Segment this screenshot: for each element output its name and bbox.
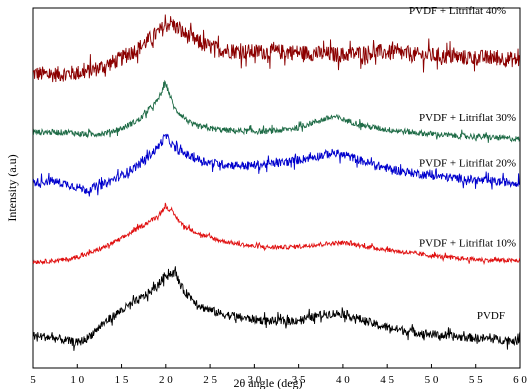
x-tick-label: 4 5: [380, 374, 394, 386]
series-label: PVDF: [477, 310, 505, 322]
y-axis-title: Intensity (a.u): [5, 154, 19, 221]
x-ticks: [32, 364, 521, 368]
plot-frame: [32, 7, 521, 369]
x-tick-label: 5: [30, 374, 36, 386]
x-tick-label: 3 0: [247, 374, 261, 386]
series-line: [32, 266, 521, 351]
x-tick-label: 1 0: [70, 374, 84, 386]
series-label: PVDF + Litriflat 10%: [419, 238, 516, 250]
x-tick-label: 1 5: [115, 374, 129, 386]
series-label: PVDF + Litriflat 30%: [419, 112, 516, 124]
series-line: [32, 202, 521, 266]
series-line: [32, 79, 520, 143]
series-lines: [32, 14, 521, 351]
x-tick-label: 2 5: [203, 374, 217, 386]
x-tick-label: 5 0: [425, 374, 439, 386]
x-axis-title: 2θ angle (deg): [233, 376, 302, 389]
x-tick-label: 6 0: [513, 374, 527, 386]
x-tick-label: 3 5: [292, 374, 306, 386]
series-labels: PVDF + Litriflat 40% PVDF + Litriflat 30%…: [409, 5, 516, 322]
x-tick-label: 4 0: [336, 374, 350, 386]
series-line: [32, 14, 521, 83]
x-tick-label: 2 0: [159, 374, 173, 386]
series-label: PVDF + Litriflat 40%: [409, 5, 506, 17]
x-tick-labels: 5 1 0 1 5 2 0 2 5 3 0 3 5 4 0 4 5 5 0 5 5 6 0: [30, 374, 527, 386]
x-tick-label: 5 5: [469, 374, 483, 386]
series-label: PVDF + Litriflat 20%: [419, 158, 516, 170]
series-line: [32, 133, 520, 197]
